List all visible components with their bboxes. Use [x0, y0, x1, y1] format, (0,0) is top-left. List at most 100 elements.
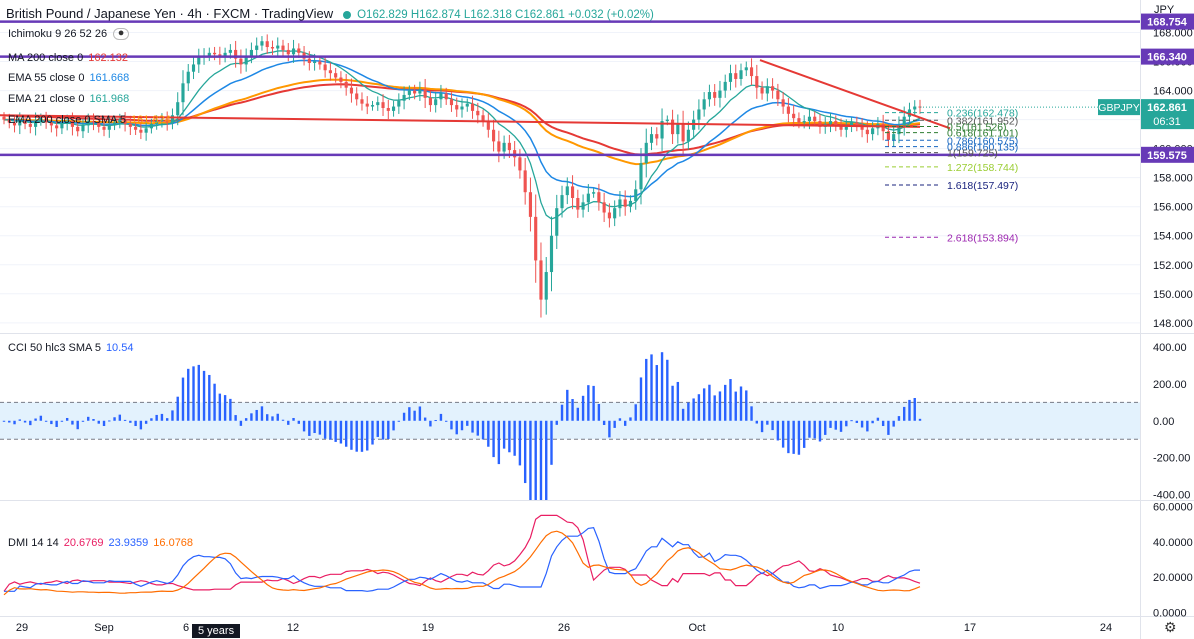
cci-bar: [913, 398, 916, 421]
cci-pane: [0, 352, 1140, 500]
cci-bar: [618, 418, 622, 421]
candle-body: [586, 193, 590, 203]
candle-body: [813, 116, 817, 122]
candle-body: [155, 121, 159, 124]
timeframe-button[interactable]: 5 years: [192, 624, 241, 638]
candle-body: [734, 73, 738, 79]
price-tick-label: 150.000: [1153, 289, 1193, 301]
cci-bar: [739, 386, 743, 421]
price-level-tag: [1141, 146, 1194, 163]
price-tick-label: 164.000: [1153, 86, 1193, 98]
cci-bar: [144, 420, 148, 424]
cci-bar: [481, 420, 485, 440]
candle-body: [165, 119, 169, 123]
candle-body: [602, 202, 606, 213]
candle-body: [197, 57, 201, 65]
eye-icon[interactable]: ●: [113, 28, 130, 41]
cci-bar: [34, 418, 37, 421]
legend-value: 23.9359: [108, 537, 149, 549]
legend-ema55[interactable]: EMA 55 close 0 161.668: [8, 72, 129, 84]
legend-ichimoku[interactable]: Ichimoku 9 26 52 26 ●: [8, 28, 130, 41]
candle-body: [239, 58, 243, 65]
cci-bar: [271, 416, 274, 421]
last-price-label: 162.861: [1147, 102, 1187, 114]
candle-body: [386, 108, 390, 111]
cci-bar: [650, 354, 653, 421]
cci-bar: [834, 420, 837, 430]
gear-icon[interactable]: ⚙: [1164, 619, 1177, 635]
candle-body: [81, 125, 85, 132]
cci-bar: [371, 420, 374, 445]
candle-body: [76, 126, 80, 132]
candle-body: [523, 170, 527, 193]
legend-ma200[interactable]: MA 200 close 0 162.132: [8, 52, 128, 64]
candle-body: [855, 122, 859, 126]
candle-body: [565, 186, 569, 196]
price-level-label: 166.340: [1147, 52, 1187, 64]
candle-body: [671, 119, 675, 135]
cci-bar: [266, 414, 269, 421]
cci-bar: [165, 418, 169, 421]
cci-bar: [150, 418, 153, 421]
candle-body: [755, 76, 759, 88]
time-tick-label: Sep: [94, 622, 114, 634]
cci-bar: [892, 420, 895, 427]
cci-bar: [197, 364, 200, 421]
price-tick-label: 158.000: [1153, 173, 1193, 185]
cci-bar: [666, 359, 669, 421]
candle-body: [7, 119, 11, 123]
candle-body: [102, 126, 106, 130]
dmi-plus-line: [4, 527, 920, 592]
candle-body: [323, 64, 327, 71]
candle-body: [560, 195, 564, 209]
cci-bar: [402, 412, 406, 421]
cci-bar: [634, 404, 637, 421]
cci-bar: [560, 404, 564, 421]
cci-bar: [234, 415, 237, 421]
chart-title[interactable]: British Pound / Japanese Yen · 4h · FXCM…: [6, 6, 334, 21]
candle-body: [112, 122, 117, 126]
cci-bar: [323, 420, 327, 439]
candle-body: [449, 99, 454, 106]
legend-value: 162.132: [88, 52, 128, 64]
ohlc-readout: O162.829 H162.874 L162.318 C162.861 +0.0…: [357, 9, 654, 21]
cci-bar: [755, 420, 759, 424]
fib-level-label: 1(159.725): [947, 148, 998, 160]
currency-label[interactable]: JPY: [1154, 4, 1175, 16]
time-tick-label: 29: [16, 622, 28, 634]
candle-body: [318, 61, 322, 65]
cci-bar: [460, 420, 464, 431]
cci-bar: [829, 420, 832, 428]
cci-bar: [487, 420, 490, 447]
cci-bar: [129, 420, 132, 423]
candle-body: [365, 103, 369, 107]
candle-body: [781, 99, 785, 107]
cci-bar: [708, 384, 711, 421]
legend-cci[interactable]: CCI 50 hlc3 SMA 5 10.54: [8, 342, 133, 354]
candle-body: [718, 90, 722, 98]
cci-bar: [155, 414, 158, 421]
legend-ema21[interactable]: EMA 21 close 0 161.968: [8, 93, 129, 105]
cci-bar: [223, 395, 227, 421]
candle-body: [223, 52, 227, 58]
candle-body: [818, 121, 822, 127]
cci-bar: [745, 390, 748, 421]
cci-bar: [439, 413, 443, 421]
cci-bar: [850, 420, 853, 422]
cci-bar: [792, 420, 795, 454]
candle-body: [249, 49, 253, 56]
legend-dmi[interactable]: DMI 14 14 20.6769 23.9359 16.0768: [8, 537, 193, 549]
cci-bar: [339, 420, 343, 444]
cci-bar: [697, 394, 701, 421]
candle-body: [497, 141, 501, 152]
cci-bar: [876, 417, 880, 421]
candle-body: [134, 126, 138, 130]
price-level-label: 159.575: [1147, 150, 1187, 162]
cci-bar: [476, 420, 479, 436]
legend-ema200[interactable]: EMA 200 close 0 SMA 5 161.824: [8, 114, 171, 126]
cci-bar: [287, 420, 290, 425]
time-tick-label: 6: [183, 622, 189, 634]
cci-bar: [766, 420, 769, 425]
candle-body: [676, 123, 680, 135]
